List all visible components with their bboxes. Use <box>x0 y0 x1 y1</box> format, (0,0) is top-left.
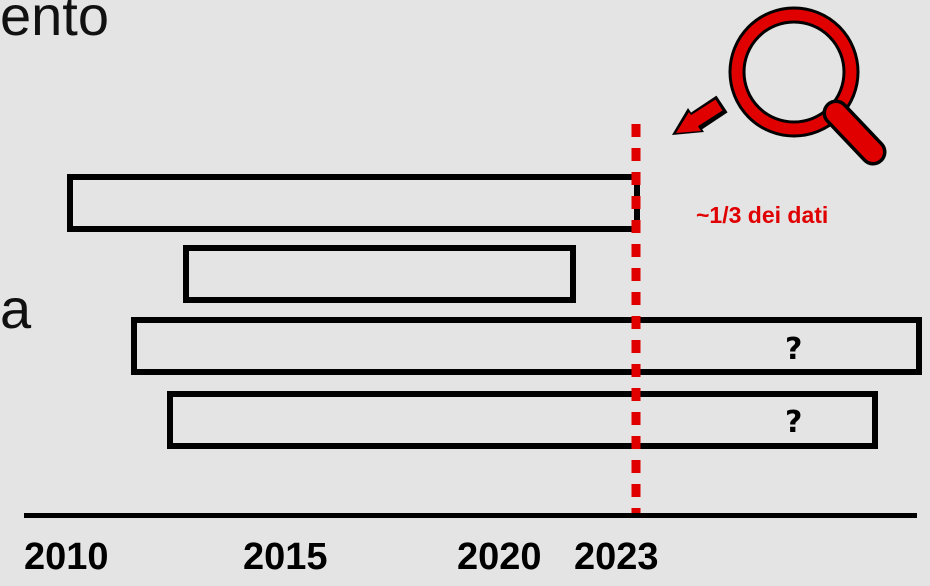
arrow-icon <box>672 95 728 135</box>
cropped-text-middle: a <box>0 277 32 340</box>
year-label-2023: 2023 <box>574 536 659 578</box>
magnifier-icon <box>728 6 887 166</box>
unknown-mark-bar-4: ? <box>785 405 803 440</box>
cropped-text-top: ento <box>0 0 109 47</box>
year-label-2010: 2010 <box>24 536 109 578</box>
timeline-bar-4 <box>167 391 878 449</box>
time-axis <box>24 513 917 518</box>
timeline-bar-3 <box>131 317 922 375</box>
unknown-mark-bar-3: ? <box>785 332 803 367</box>
year-label-2020: 2020 <box>457 536 542 578</box>
data-share-label: ~1/3 dei dati <box>696 202 829 228</box>
year-label-2015: 2015 <box>243 536 328 578</box>
timeline-bar-2 <box>183 245 576 303</box>
